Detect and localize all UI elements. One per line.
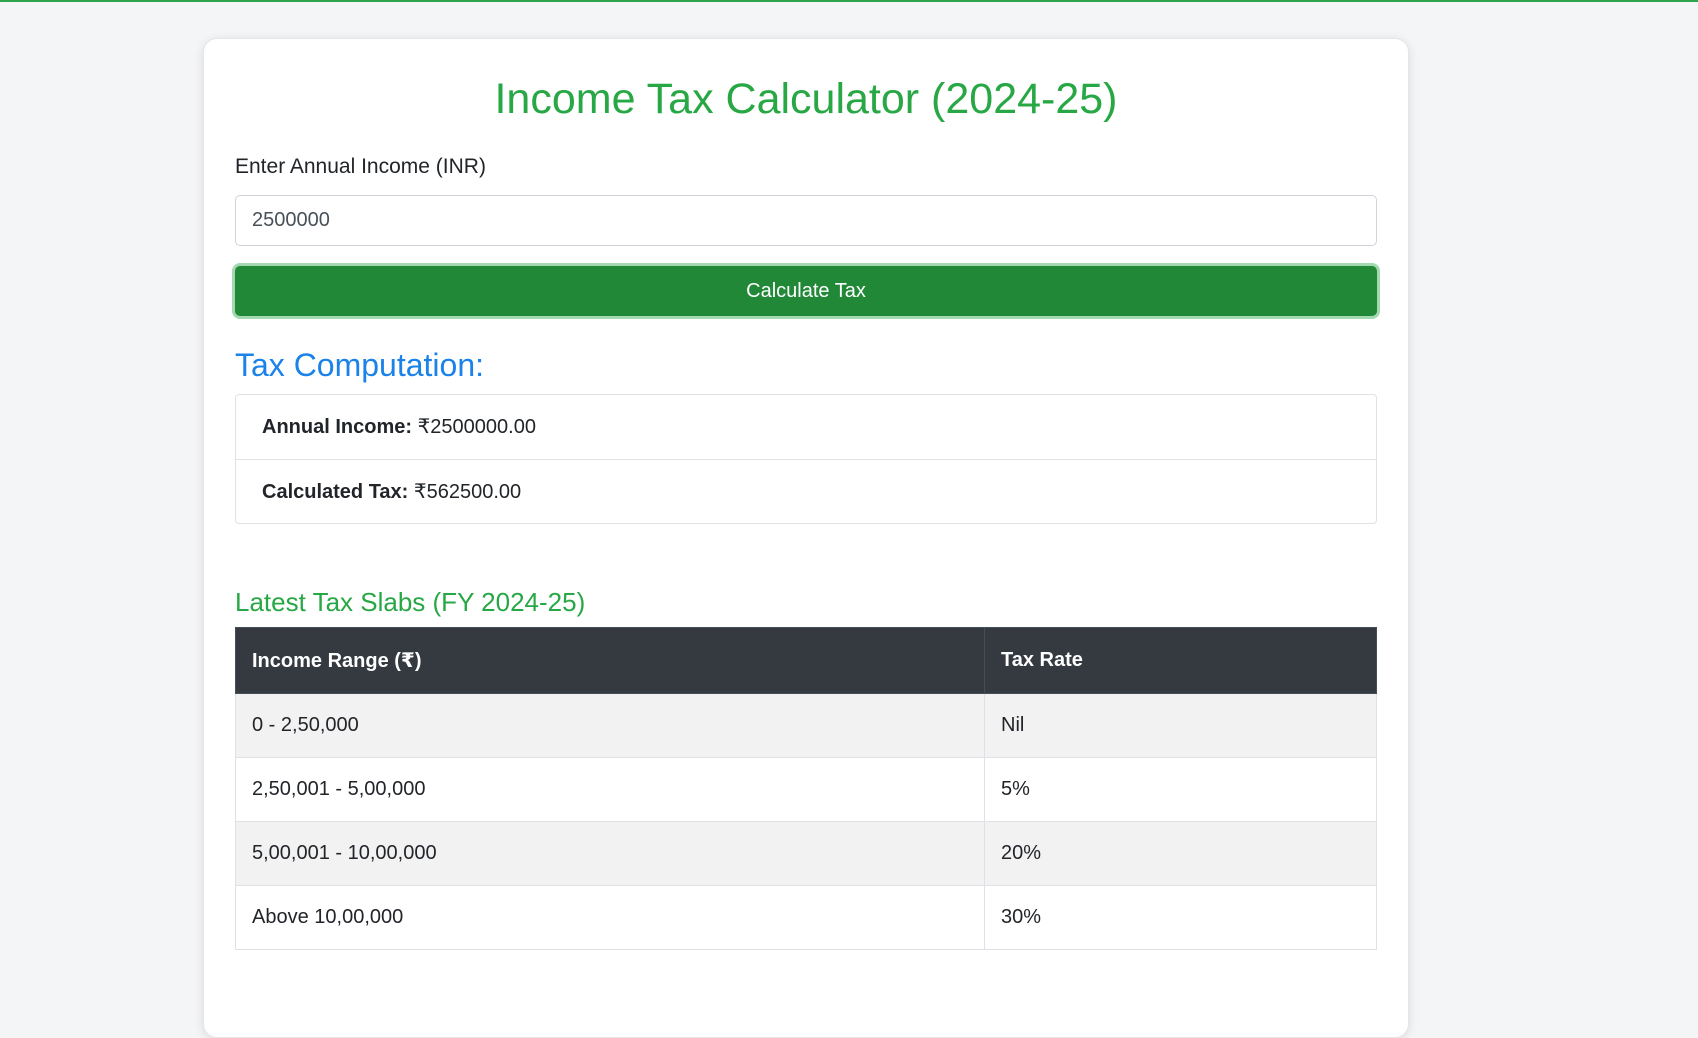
- tax-computation-heading: Tax Computation:: [235, 347, 485, 383]
- tax-rate-cell: 5%: [984, 757, 1377, 822]
- calculated-tax-row: Calculated Tax: ₹562500.00: [236, 459, 1376, 523]
- income-range-cell: 5,00,001 - 10,00,000: [235, 821, 985, 886]
- income-range-cell: 0 - 2,50,000: [235, 693, 985, 758]
- column-header-income-range: Income Range (₹): [235, 627, 985, 694]
- tax-rate-cell: 20%: [984, 821, 1377, 886]
- table-row: 5,00,001 - 10,00,000 20%: [235, 821, 1377, 886]
- top-accent-bar: [0, 0, 1698, 2]
- tax-rate-cell: 30%: [984, 885, 1377, 950]
- income-input[interactable]: [235, 195, 1377, 246]
- calculate-tax-button[interactable]: Calculate Tax: [235, 266, 1377, 316]
- annual-income-value: ₹2500000.00: [417, 416, 536, 438]
- annual-income-row: Annual Income: ₹2500000.00: [236, 395, 1376, 459]
- income-label: Enter Annual Income (INR): [235, 155, 486, 178]
- calculator-card: Income Tax Calculator (2024-25) Enter An…: [203, 38, 1409, 1038]
- tax-result-box: Annual Income: ₹2500000.00 Calculated Ta…: [235, 394, 1377, 524]
- column-header-tax-rate: Tax Rate: [984, 627, 1377, 694]
- tax-rate-cell: Nil: [984, 693, 1377, 758]
- annual-income-key: Annual Income:: [262, 416, 413, 438]
- table-row: 0 - 2,50,000 Nil: [235, 693, 1377, 758]
- calculated-tax-key: Calculated Tax:: [262, 481, 409, 503]
- income-range-cell: 2,50,001 - 5,00,000: [235, 757, 985, 822]
- table-header-row: Income Range (₹) Tax Rate: [235, 627, 1377, 694]
- income-range-cell: Above 10,00,000: [235, 885, 985, 950]
- page-title: Income Tax Calculator (2024-25): [494, 75, 1118, 123]
- table-row: 2,50,001 - 5,00,000 5%: [235, 757, 1377, 822]
- calculated-tax-value: ₹562500.00: [413, 481, 522, 503]
- tax-slabs-heading: Latest Tax Slabs (FY 2024-25): [235, 587, 586, 617]
- tax-slabs-table: Income Range (₹) Tax Rate 0 - 2,50,000 N…: [235, 627, 1377, 950]
- table-row: Above 10,00,000 30%: [235, 885, 1377, 950]
